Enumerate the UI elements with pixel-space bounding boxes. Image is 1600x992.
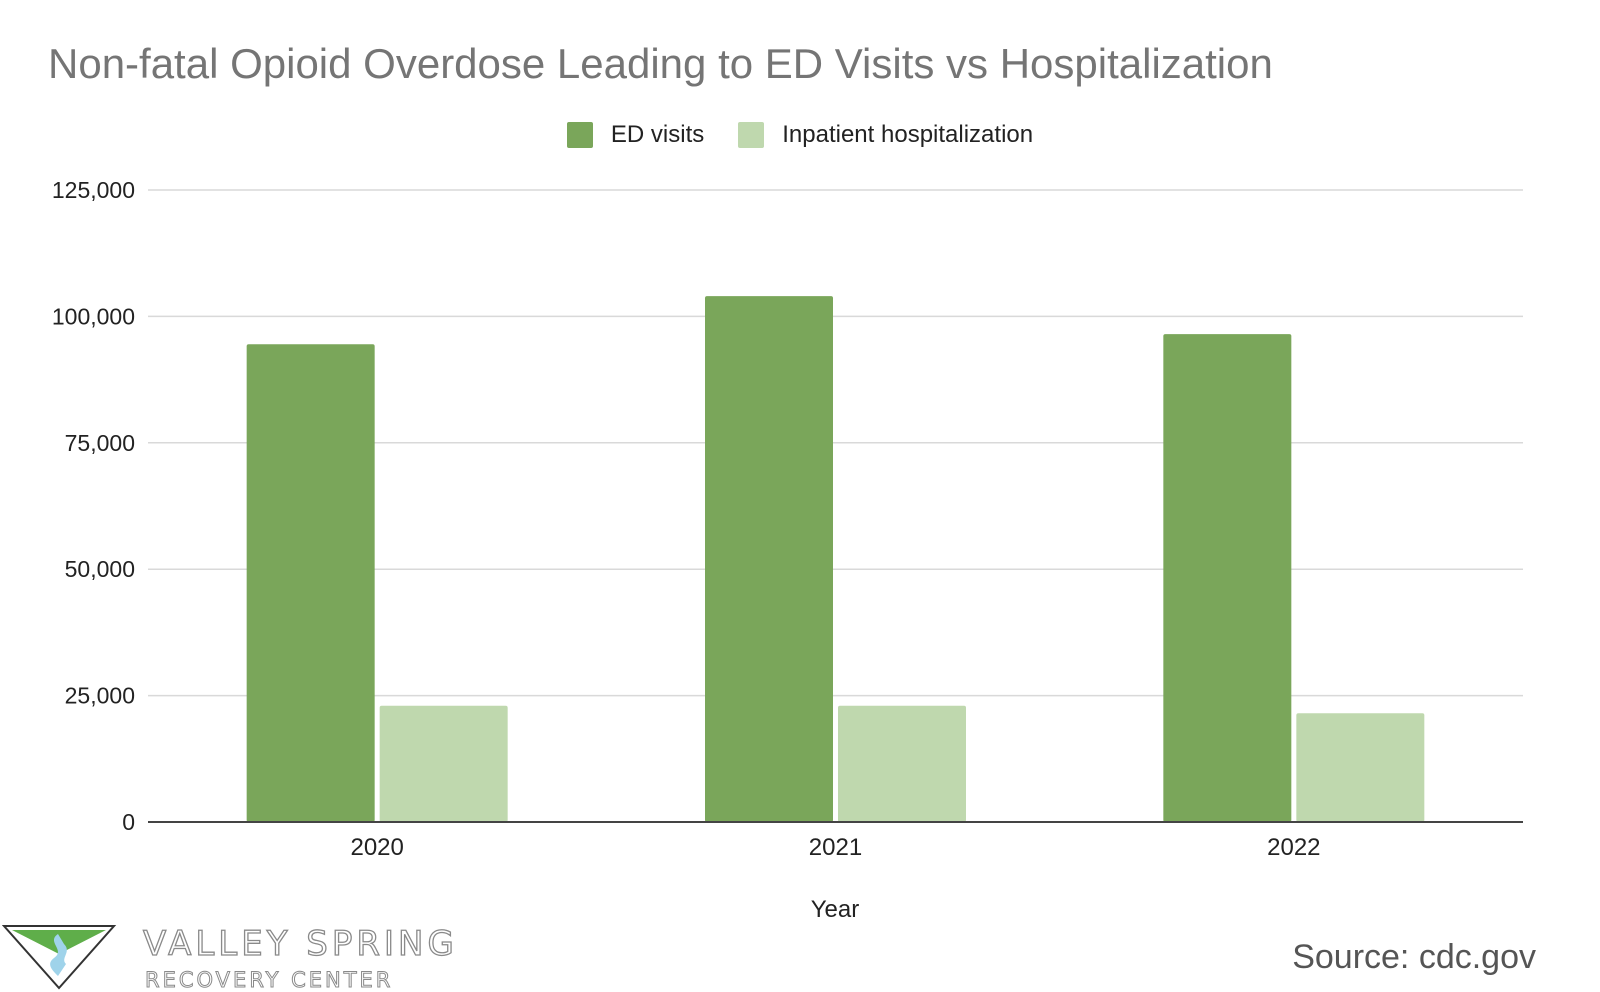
x-tick-label: 2020 — [350, 834, 403, 861]
brand-name: VALLEY SPRING — [142, 923, 458, 964]
brand-subtitle: RECOVERY CENTER — [144, 968, 394, 992]
source-note: Source: cdc.gov — [1292, 938, 1536, 976]
bar — [246, 344, 375, 822]
chart-title: Non-fatal Opioid Overdose Leading to ED … — [48, 40, 1273, 87]
legend-label-inpatient: Inpatient hospitalization — [782, 121, 1034, 148]
x-tick-label: 2022 — [1267, 834, 1320, 861]
y-tick-label: 100,000 — [52, 303, 135, 329]
y-tick-label: 50,000 — [65, 556, 135, 582]
x-tick-label: 2021 — [809, 834, 862, 861]
legend-swatch-inpatient — [738, 122, 765, 148]
bar — [379, 705, 508, 822]
y-tick-label: 25,000 — [65, 683, 135, 709]
legend-item-ed-visits[interactable]: ED visits — [566, 121, 705, 149]
logo-icon — [2, 925, 117, 990]
y-tick-label: 125,000 — [52, 177, 135, 203]
y-tick-label: 75,000 — [65, 430, 135, 456]
y-tick-label: 0 — [122, 809, 135, 835]
legend: ED visits Inpatient hospitalization — [0, 121, 1600, 149]
legend-swatch-ed-visits — [566, 122, 593, 148]
bar — [1163, 334, 1292, 822]
x-axis-title: Year — [811, 896, 860, 923]
legend-item-inpatient[interactable]: Inpatient hospitalization — [738, 121, 1033, 149]
bar — [705, 296, 833, 822]
bar — [1296, 713, 1425, 822]
bar — [838, 705, 966, 822]
legend-label-ed-visits: ED visits — [610, 121, 705, 148]
